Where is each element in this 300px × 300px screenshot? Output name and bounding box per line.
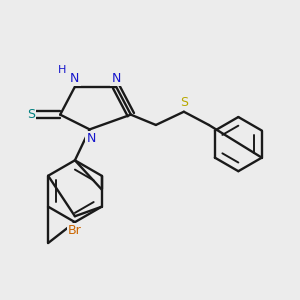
Text: S: S — [180, 96, 188, 110]
Text: N: N — [70, 72, 80, 85]
Text: H: H — [58, 65, 67, 76]
Text: Br: Br — [68, 224, 82, 238]
Text: S: S — [27, 108, 35, 121]
Text: N: N — [112, 72, 121, 85]
Text: N: N — [86, 132, 96, 145]
